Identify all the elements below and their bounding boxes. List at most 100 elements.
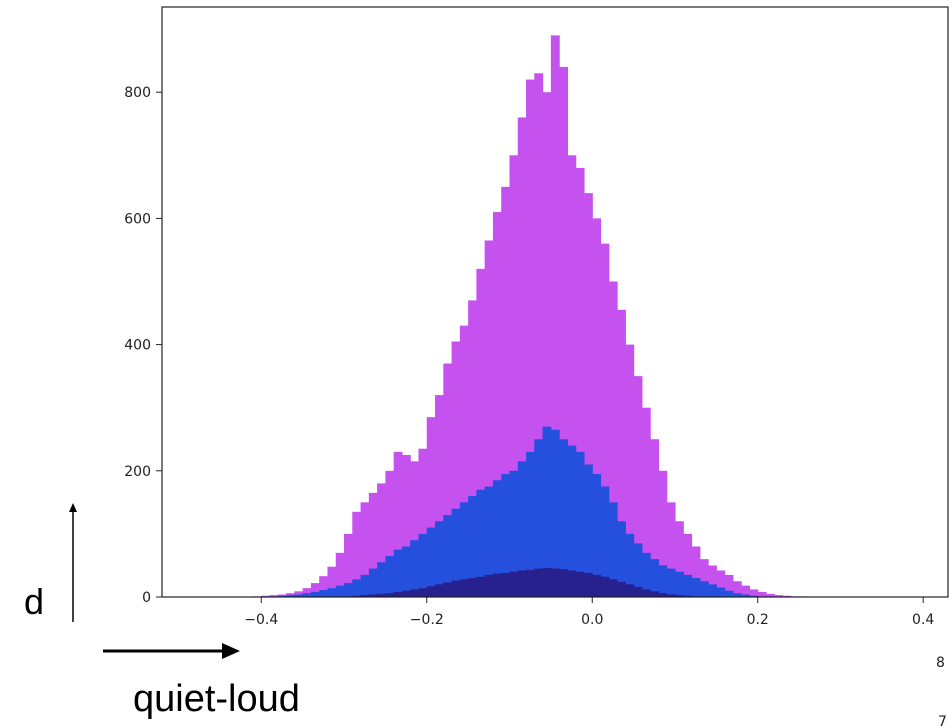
histogram-bar — [575, 571, 585, 597]
histogram-bar — [435, 395, 444, 597]
histogram-bar — [741, 594, 751, 597]
histogram-bar — [451, 341, 461, 597]
histogram-bar — [658, 593, 668, 597]
histogram-bar — [658, 470, 668, 597]
histogram-bar — [658, 565, 668, 597]
histogram-bar — [765, 593, 775, 597]
histogram-bar — [393, 591, 403, 597]
y-axis: 0 200 400 600 800 — [124, 85, 162, 606]
histogram-bar — [666, 502, 676, 597]
histogram-bar — [319, 590, 329, 597]
histogram-bar — [633, 586, 643, 597]
histogram-bar — [708, 584, 717, 597]
histogram-bar — [559, 439, 569, 597]
histogram-bars — [253, 35, 808, 598]
x-tick-label: −0.2 — [410, 612, 444, 628]
histogram-bar — [451, 508, 461, 597]
histogram-bar — [534, 73, 544, 597]
histogram-bar — [575, 167, 585, 597]
histogram-bar — [542, 92, 552, 597]
histogram-bar — [377, 593, 386, 597]
histogram-bar — [352, 595, 362, 597]
histogram-bar — [534, 439, 544, 597]
x-direction-arrow — [103, 643, 240, 659]
histogram-bar — [559, 66, 569, 597]
histogram-bar — [782, 595, 792, 597]
histogram-bar — [683, 533, 693, 597]
histogram-bar — [592, 574, 602, 597]
histogram-bar — [559, 569, 569, 597]
histogram-bar — [583, 464, 593, 597]
histogram-bar — [368, 492, 378, 597]
histogram-bar — [699, 559, 709, 597]
y-tick-label: 200 — [124, 464, 151, 480]
histogram-bar — [641, 407, 651, 597]
histogram-bar — [501, 186, 511, 597]
histogram-bar — [443, 582, 453, 597]
histogram-bar — [377, 562, 386, 597]
histogram-bar — [401, 546, 411, 597]
histogram-bar — [517, 461, 527, 597]
histogram-bar — [708, 565, 717, 597]
histogram-bar — [526, 79, 535, 597]
histogram-bar — [567, 570, 577, 597]
histogram-bar — [683, 574, 693, 597]
histogram-bar — [501, 473, 511, 597]
histogram-bar — [724, 574, 734, 597]
histogram-bar — [492, 573, 502, 597]
y-tick-label: 0 — [142, 590, 151, 606]
histogram-bar — [344, 533, 353, 597]
histogram-bar — [550, 35, 560, 597]
histogram-bar — [426, 527, 436, 597]
histogram-bar — [691, 578, 701, 597]
histogram-bar — [393, 451, 403, 597]
histogram-bar — [600, 576, 610, 597]
histogram-bar — [600, 243, 610, 597]
histogram-bar — [435, 521, 444, 597]
histogram-bar — [501, 573, 511, 597]
histogram-bar — [592, 218, 602, 597]
histogram-bar — [294, 591, 304, 597]
histogram-bar — [418, 533, 428, 597]
histogram-bar — [302, 588, 312, 597]
y-tick-label: 400 — [124, 338, 151, 354]
histogram-bar — [368, 568, 378, 597]
histogram-bar — [410, 589, 420, 597]
histogram-bar — [583, 193, 593, 597]
histogram-bar — [484, 486, 494, 597]
histogram-bar — [418, 588, 428, 597]
histogram-bar — [302, 593, 312, 597]
histogram-bar — [617, 309, 626, 597]
histogram-bar — [517, 117, 527, 598]
histogram-bar — [360, 502, 370, 597]
histogram-bar — [575, 451, 585, 597]
histogram-bar — [385, 593, 395, 597]
histogram-bar — [625, 584, 635, 597]
histogram-bar — [443, 363, 453, 597]
histogram-bar — [344, 583, 353, 597]
x-tick-label: 0.2 — [747, 612, 769, 628]
histogram-bar — [327, 588, 337, 597]
histogram-bar — [352, 579, 362, 597]
axes-frame — [161, 6, 949, 598]
histogram-bar — [583, 573, 593, 597]
histogram-bar — [683, 595, 693, 597]
edge-fragment-label: 8 — [936, 655, 945, 671]
x-axis: −0.4 −0.2 0.0 0.2 0.4 — [244, 597, 934, 628]
histogram-bar — [608, 281, 618, 597]
y-arrow-label: d — [24, 581, 44, 622]
histogram-bar — [625, 344, 635, 597]
histogram-series-3 — [335, 567, 709, 597]
histogram-bar — [459, 579, 469, 597]
histogram-bar — [617, 581, 626, 597]
histogram-bar — [468, 300, 477, 597]
histogram-bar — [526, 569, 535, 597]
histogram-bar — [732, 593, 742, 597]
histogram-bar — [641, 552, 651, 597]
histogram-bar — [451, 580, 461, 597]
histogram-bar — [492, 480, 502, 597]
histogram-bar — [327, 566, 337, 597]
histogram-bar — [294, 594, 304, 597]
histogram-bar — [732, 581, 742, 597]
